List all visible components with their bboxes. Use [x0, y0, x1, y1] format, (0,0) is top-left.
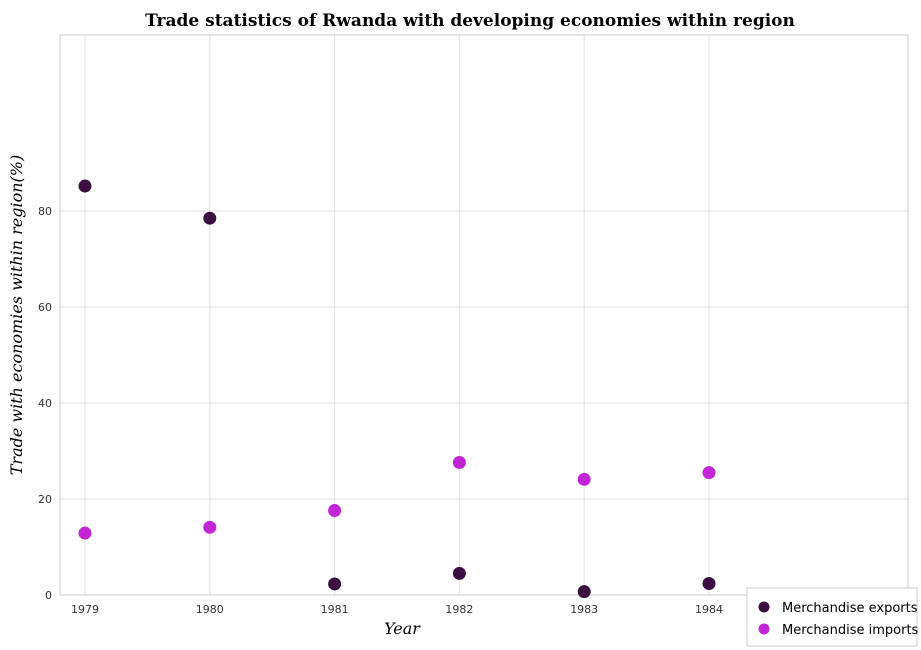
x-tick-label: 1981	[321, 603, 349, 616]
x-tick-label: 1979	[71, 603, 99, 616]
export-point-1983	[577, 585, 591, 599]
x-tick-label: 1982	[445, 603, 473, 616]
import-point-1984	[702, 466, 716, 480]
x-axis-label: Year	[384, 619, 421, 638]
import-point-1981	[328, 504, 342, 518]
import-point-1983	[577, 472, 591, 486]
export-point-1980	[203, 211, 217, 225]
y-tick-label: 40	[38, 397, 52, 410]
y-tick-label: 60	[38, 301, 52, 314]
x-tick-label: 1980	[196, 603, 224, 616]
export-point-1982	[452, 566, 466, 580]
export-point-1981	[328, 577, 342, 591]
import-point-1982	[452, 456, 466, 470]
import-point-1979	[78, 526, 92, 540]
legend-label: Merchandise exports	[782, 601, 918, 616]
export-point-1984	[702, 576, 716, 590]
y-axis-label: Trade with economies within region(%)	[7, 155, 26, 476]
x-axis: 1979 1980 1981 1982 1983 1984	[71, 603, 723, 616]
legend-label: Merchandise imports	[782, 623, 919, 638]
grid	[60, 35, 908, 596]
x-tick-label: 1984	[695, 603, 723, 616]
plot-frame	[59, 34, 909, 596]
data-points	[78, 179, 716, 599]
x-tick-label: 1983	[570, 603, 598, 616]
chart-title: Trade statistics of Rwanda with developi…	[145, 11, 795, 31]
legend: Merchandise exports Merchandise imports	[746, 587, 919, 647]
y-tick-label: 80	[38, 205, 52, 218]
export-point-1979	[78, 179, 92, 193]
legend-box	[746, 587, 918, 647]
y-tick-label: 0	[45, 589, 52, 602]
legend-marker	[758, 601, 770, 613]
y-axis: 0 20 40 60 80	[38, 205, 52, 602]
import-point-1980	[203, 520, 217, 534]
y-tick-label: 20	[38, 493, 52, 506]
legend-marker	[758, 623, 770, 635]
